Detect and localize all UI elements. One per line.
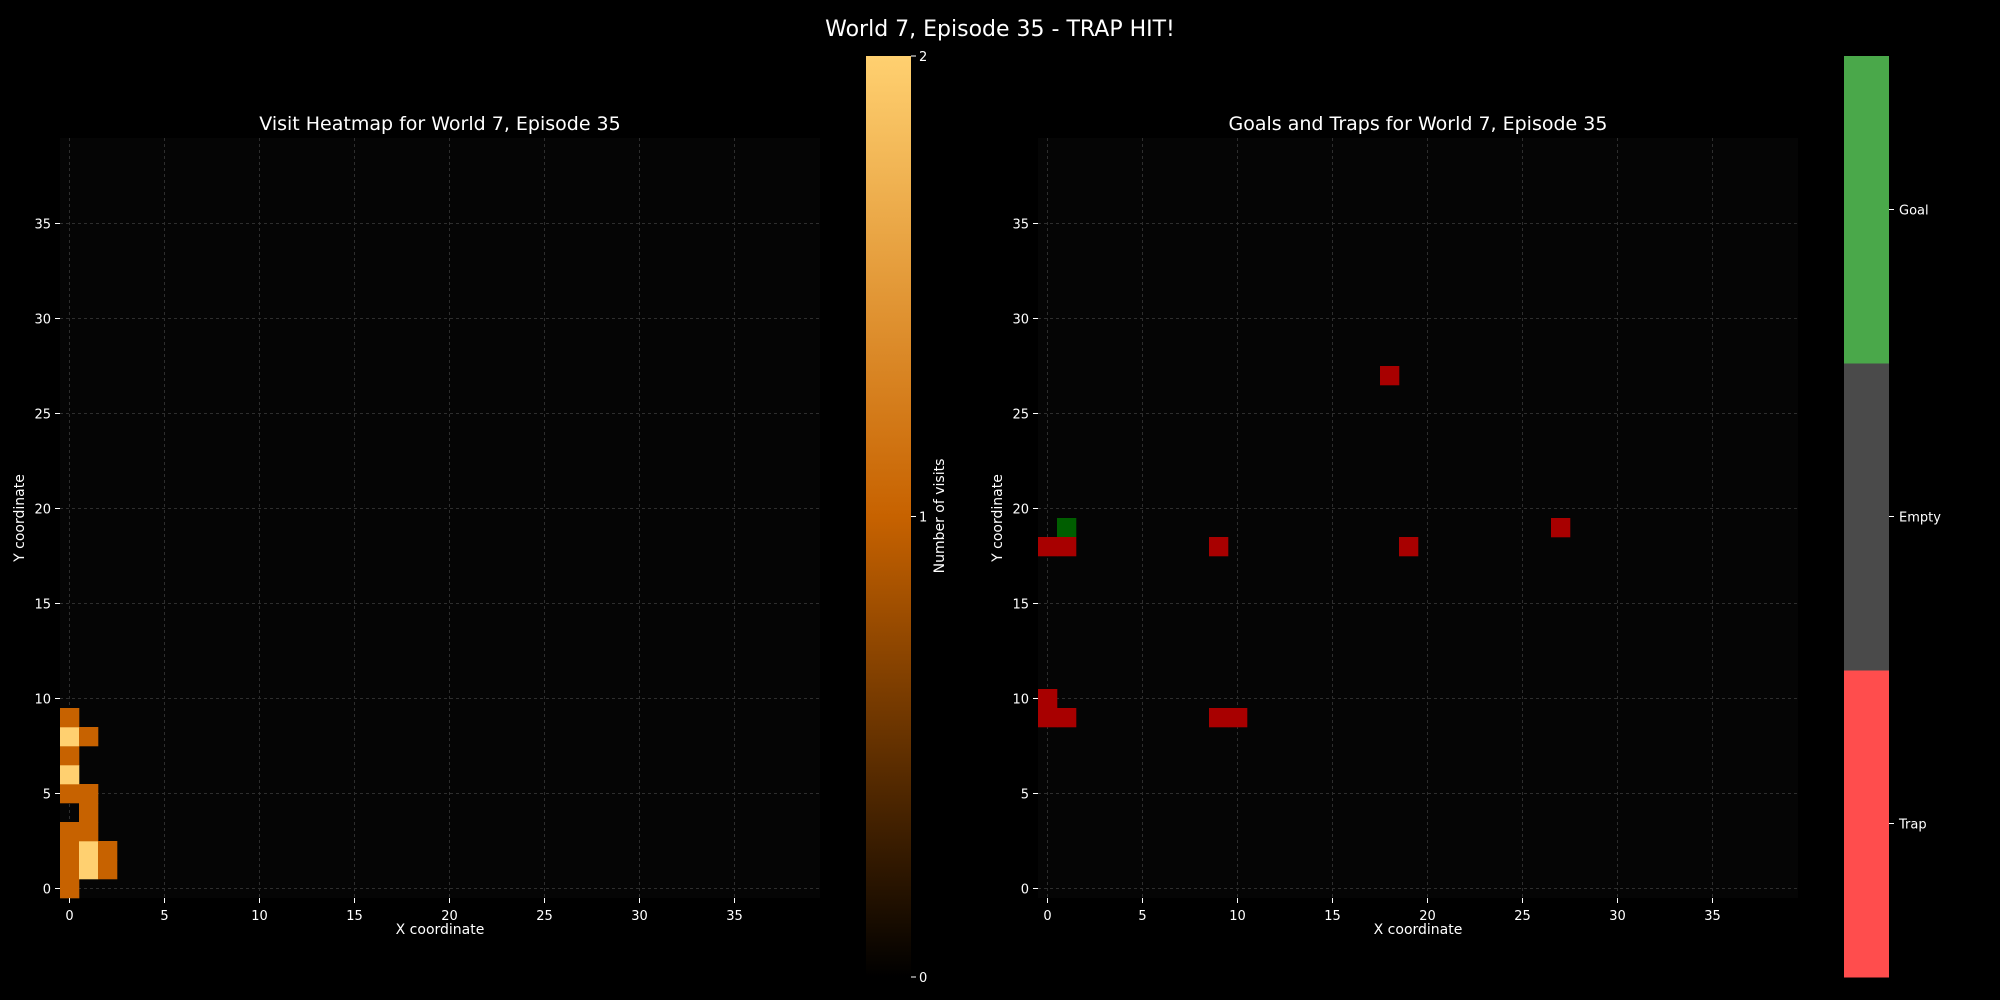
y-tick-label: 10 — [34, 693, 51, 708]
y-tick-label: 35 — [1012, 218, 1029, 233]
heatmap-cell — [98, 860, 118, 880]
x-tick-label: 15 — [1324, 909, 1341, 924]
heatmap-cell — [79, 784, 99, 804]
x-tick-label: 10 — [1229, 909, 1246, 924]
x-tick-label: 20 — [441, 909, 458, 924]
heatmap-cell — [60, 784, 80, 804]
visit-heatmap-plot-area — [60, 138, 820, 898]
visit-heatmap-ticks: 0 5 10 15 20 25 30 35 0 5 10 15 20 25 30 35 — [34, 218, 742, 925]
goals-traps-chart: Goals and Traps for World 7, Episode 35 … — [990, 113, 1798, 938]
visit-colorbar-ticks: 0 1 2 — [911, 50, 927, 986]
visit-colorbar-label: Number of visits — [932, 459, 948, 574]
heatmap-cell — [60, 708, 80, 728]
colorbar-tick-label: Empty — [1899, 511, 1941, 526]
y-tick-label: 5 — [43, 788, 51, 803]
x-tick-label: 25 — [536, 909, 553, 924]
heatmap-cell — [60, 822, 80, 842]
visit-colorbar: 0 1 2 Number of visits — [866, 50, 948, 986]
visit-heatmap-cells — [60, 708, 118, 899]
heatmap-cell — [60, 860, 80, 880]
goals-traps-grid — [1038, 138, 1798, 898]
heatmap-cell — [60, 879, 80, 899]
y-tick-label: 30 — [1012, 313, 1029, 328]
visit-heatmap-chart: Visit Heatmap for World 7, Episode 35 0 5… — [12, 113, 820, 938]
colorbar-tick-label: 0 — [919, 971, 927, 986]
x-tick-label: 35 — [1704, 909, 1721, 924]
y-tick-label: 0 — [1021, 883, 1029, 898]
y-tick-label: 10 — [1012, 693, 1029, 708]
y-tick-label: 30 — [34, 313, 51, 328]
y-tick-label: 35 — [34, 218, 51, 233]
x-tick-label: 10 — [251, 909, 268, 924]
heatmap-cell — [1038, 537, 1058, 557]
heatmap-cell — [1057, 518, 1077, 538]
colorbar-tick-label: Goal — [1899, 204, 1929, 219]
heatmap-cell — [79, 822, 99, 842]
figure-title: World 7, Episode 35 - TRAP HIT! — [825, 17, 1175, 42]
goals-traps-title: Goals and Traps for World 7, Episode 35 — [1229, 113, 1608, 135]
heatmap-cell — [1399, 537, 1419, 557]
heatmap-cell — [60, 727, 80, 747]
visit-colorbar-gradient — [866, 56, 911, 977]
x-tick-label: 5 — [1138, 909, 1146, 924]
y-tick-label: 15 — [1012, 598, 1029, 613]
heatmap-cell — [79, 803, 99, 823]
y-tick-label: 15 — [34, 598, 51, 613]
x-tick-label: 30 — [631, 909, 648, 924]
colorbar-tick-label: 2 — [919, 50, 927, 65]
heatmap-cell — [1038, 708, 1058, 728]
heatmap-cell — [79, 727, 99, 747]
x-tick-label: 35 — [726, 909, 743, 924]
x-tick-label: 0 — [1043, 909, 1051, 924]
x-tick-label: 5 — [160, 909, 168, 924]
goals-traps-ticks: 0 5 10 15 20 25 30 35 0 5 10 15 20 25 30 35 — [1012, 218, 1720, 925]
visit-heatmap-grid — [60, 138, 820, 898]
colorbar-tick-label: 1 — [919, 511, 927, 526]
y-tick-label: 20 — [34, 503, 51, 518]
goals-traps-x-label: X coordinate — [1374, 922, 1463, 938]
heatmap-cell — [79, 841, 99, 861]
visit-heatmap-y-label: Y coordinate — [12, 474, 28, 563]
heatmap-cell — [1057, 708, 1077, 728]
goals-traps-cells — [1038, 366, 1571, 728]
heatmap-cell — [1209, 708, 1229, 728]
heatmap-cell — [1038, 689, 1058, 709]
x-tick-label: 25 — [1514, 909, 1531, 924]
heatmap-cell — [60, 841, 80, 861]
visit-heatmap-title: Visit Heatmap for World 7, Episode 35 — [259, 113, 621, 135]
heatmap-cell — [98, 841, 118, 861]
colorbar-segment-goal — [1844, 56, 1889, 364]
y-tick-label: 20 — [1012, 503, 1029, 518]
x-tick-label: 15 — [346, 909, 363, 924]
x-tick-label: 20 — [1419, 909, 1436, 924]
visit-heatmap-x-label: X coordinate — [396, 922, 485, 938]
heatmap-cell — [1209, 537, 1229, 557]
y-tick-label: 5 — [1021, 788, 1029, 803]
goals-traps-plot-area — [1038, 138, 1798, 898]
heatmap-cell — [1228, 708, 1248, 728]
goals-traps-y-label: Y coordinate — [990, 474, 1006, 563]
heatmap-cell — [60, 746, 80, 766]
y-tick-label: 25 — [34, 408, 51, 423]
y-tick-label: 0 — [43, 883, 51, 898]
heatmap-cell — [1057, 537, 1077, 557]
heatmap-cell — [1551, 518, 1571, 538]
colorbar-segment-empty — [1844, 363, 1889, 671]
category-colorbar: Trap Empty Goal — [1844, 56, 1941, 978]
colorbar-tick-label: Trap — [1898, 818, 1927, 833]
x-tick-label: 30 — [1609, 909, 1626, 924]
colorbar-segment-trap — [1844, 670, 1889, 978]
heatmap-cell — [79, 860, 99, 880]
heatmap-cell — [60, 765, 80, 785]
y-tick-label: 25 — [1012, 408, 1029, 423]
heatmap-cell — [1380, 366, 1400, 386]
x-tick-label: 0 — [65, 909, 73, 924]
